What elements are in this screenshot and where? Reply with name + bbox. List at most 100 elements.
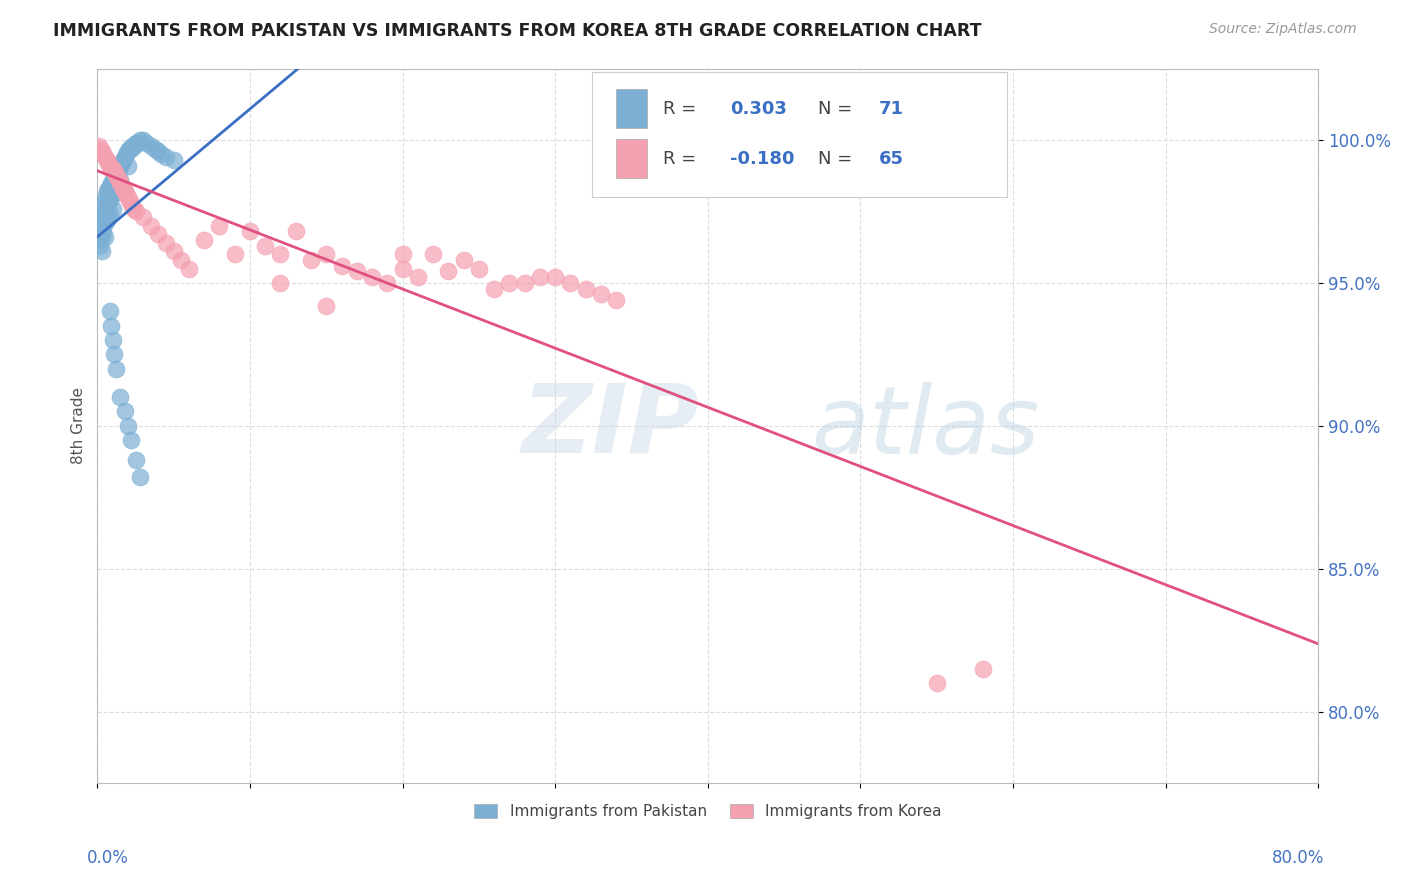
Point [114,150,136,164]
FancyBboxPatch shape [592,72,1007,197]
Point [98,304,121,318]
Point [124,453,146,467]
Point [453,252,475,267]
Point [89,142,111,156]
Point [90,145,112,159]
Point [122,138,145,153]
Point [87,138,110,153]
Point [129,470,152,484]
Point [89,238,111,252]
Point [163,244,186,259]
Point [103,164,125,178]
Text: -0.180: -0.180 [730,150,794,169]
Point [132,210,155,224]
Point [101,202,124,216]
Point [98,193,121,207]
Point [107,173,129,187]
Point [605,293,627,307]
Point [101,187,124,202]
Point [111,178,134,193]
Point [193,233,215,247]
Point [96,185,118,199]
Point [437,264,460,278]
Point [100,176,122,190]
Point [170,252,193,267]
Point [97,156,120,170]
Point [575,282,598,296]
Point [925,676,948,690]
Point [94,202,117,216]
Point [100,161,122,176]
Point [112,153,135,167]
Y-axis label: 8th Grade: 8th Grade [72,387,86,464]
Point [375,276,398,290]
Point [315,247,337,261]
Point [269,247,291,261]
Point [93,147,115,161]
Point [94,190,117,204]
Point [124,136,146,150]
Point [117,159,139,173]
Point [103,185,125,199]
Point [143,142,166,156]
Point [97,210,120,224]
Point [117,418,139,433]
Point [114,185,136,199]
Point [346,264,368,278]
Point [104,167,127,181]
Point [90,204,112,219]
Point [406,270,429,285]
Point [118,193,141,207]
Text: 71: 71 [879,100,904,119]
Point [94,150,117,164]
Point [361,270,384,285]
Point [391,261,413,276]
Point [103,170,125,185]
Point [98,178,121,193]
Point [118,142,141,156]
Point [124,204,146,219]
Point [101,161,124,176]
Text: 65: 65 [879,150,904,169]
Text: ZIP: ZIP [522,379,699,472]
Point [589,287,612,301]
Point [98,159,121,173]
Text: atlas: atlas [811,382,1040,473]
Point [132,133,155,147]
Point [482,282,505,296]
Point [90,230,112,244]
Point [93,224,115,238]
Text: 80.0%: 80.0% [1272,849,1324,867]
Point [103,347,125,361]
Text: R =: R = [662,150,702,169]
Text: N =: N = [818,100,858,119]
Point [529,270,551,285]
Point [139,219,162,233]
Point [972,662,994,676]
Point [150,147,173,161]
Point [107,161,129,176]
Point [112,181,135,195]
Point [208,219,231,233]
Point [111,156,134,170]
Point [513,276,536,290]
Point [269,276,291,290]
Point [94,216,117,230]
Point [422,247,444,261]
Point [299,252,322,267]
Text: N =: N = [818,150,858,169]
Point [101,333,124,347]
Point [115,187,138,202]
Point [90,244,112,259]
Point [560,276,582,290]
Point [135,136,157,150]
Point [254,238,277,252]
Point [89,224,111,238]
Point [391,247,413,261]
Point [129,133,152,147]
FancyBboxPatch shape [616,88,647,128]
Point [96,199,118,213]
Point [87,219,110,233]
Point [148,145,170,159]
FancyBboxPatch shape [616,138,647,178]
